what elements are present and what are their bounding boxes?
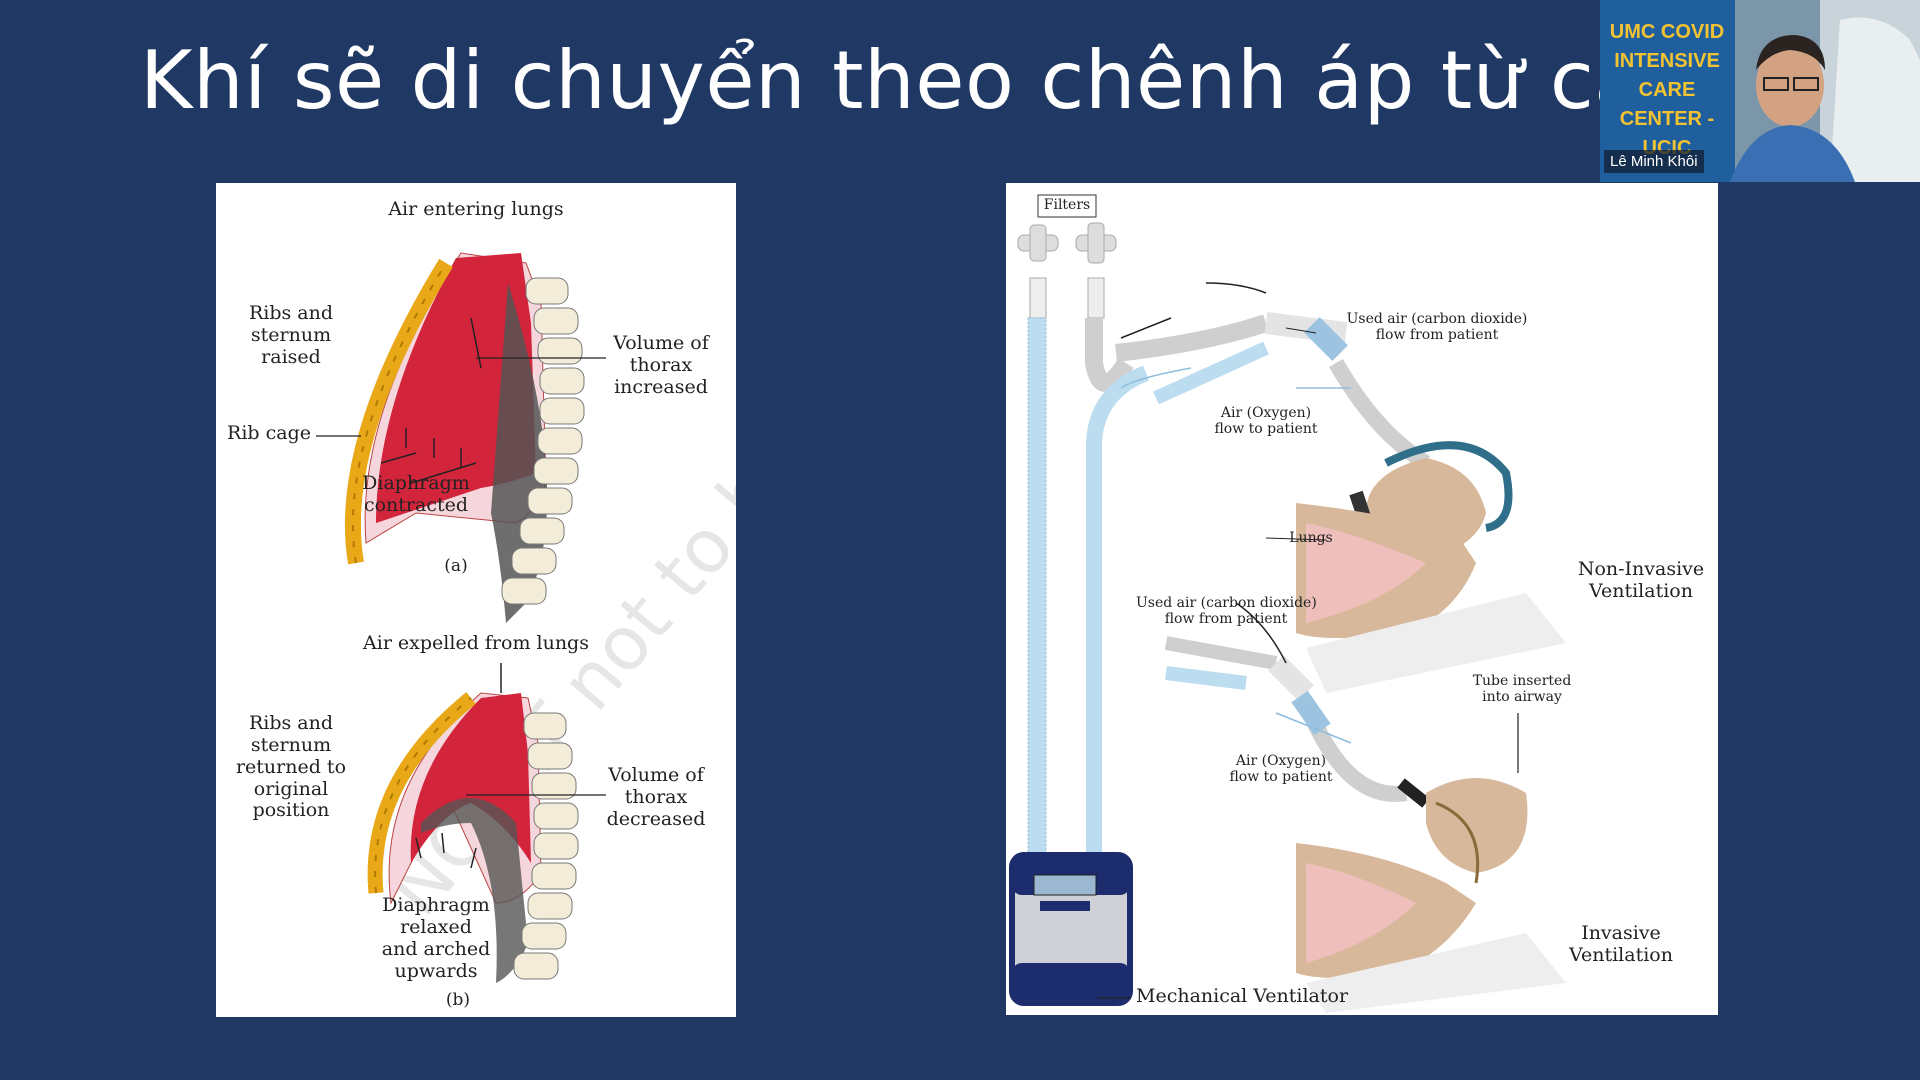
label-used-air-bottom: Used air (carbon dioxide) flow from patie… [1136,595,1317,628]
label-tube-inserted: Tube inserted into airway [1472,673,1572,706]
label-volume-decreased: Volume of thorax decreased [606,764,706,830]
webcam-banner: UMC COVID INTENSIVE CARE CENTER - UCIC [1609,21,1725,159]
label-rib-cage: Rib cage [227,422,311,444]
label-air-expelled: Air expelled from lungs [363,632,589,654]
webcam-thumbnail[interactable]: UMC COVID INTENSIVE CARE CENTER - UCIC Lê M… [1600,0,1920,182]
label-air-oxygen-bottom: Air (Oxygen) flow to patient [1229,753,1333,786]
thorax-inhale [316,252,606,623]
label-mechanical-ventilator: Mechanical Ventilator [1136,985,1349,1007]
caption-a: (a) [444,556,468,576]
ventilation-illustration [1009,194,1566,1013]
slide-title: Khí sẽ di chuyển theo chênh áp từ cao đế… [140,34,1872,127]
label-ribs-raised: Ribs and sternum raised [248,302,334,368]
label-diaphragm-contracted: Diaphragm contracted [362,472,470,516]
label-used-air-top: Used air (carbon dioxide) flow from patie… [1346,311,1528,344]
label-non-invasive: Non-Invasive Ventilation [1577,558,1705,602]
label-diaphragm-relaxed: Diaphragm relaxed and arched upwards [381,894,491,982]
breathing-illustration: NCERT not to be republished [316,183,736,983]
label-invasive: Invasive Ventilation [1569,922,1673,966]
breathing-diagram: NCERT not to be republished [216,183,736,1017]
label-filters: Filters [1043,197,1091,213]
label-air-entering: Air entering lungs [388,198,564,220]
thorax-exhale [367,663,606,983]
participant-name: Lê Minh Khôi [1604,150,1704,173]
label-ribs-returned: Ribs and sternum returned to original positi… [235,712,347,822]
label-volume-increased: Volume of thorax increased [613,332,709,398]
label-air-oxygen-top: Air (Oxygen) flow to patient [1214,405,1318,438]
label-lungs: Lungs [1289,530,1333,546]
caption-b: (b) [445,990,471,1010]
ventilation-diagram: Filters Used air (carbon dioxide) flow fr… [1006,183,1718,1015]
